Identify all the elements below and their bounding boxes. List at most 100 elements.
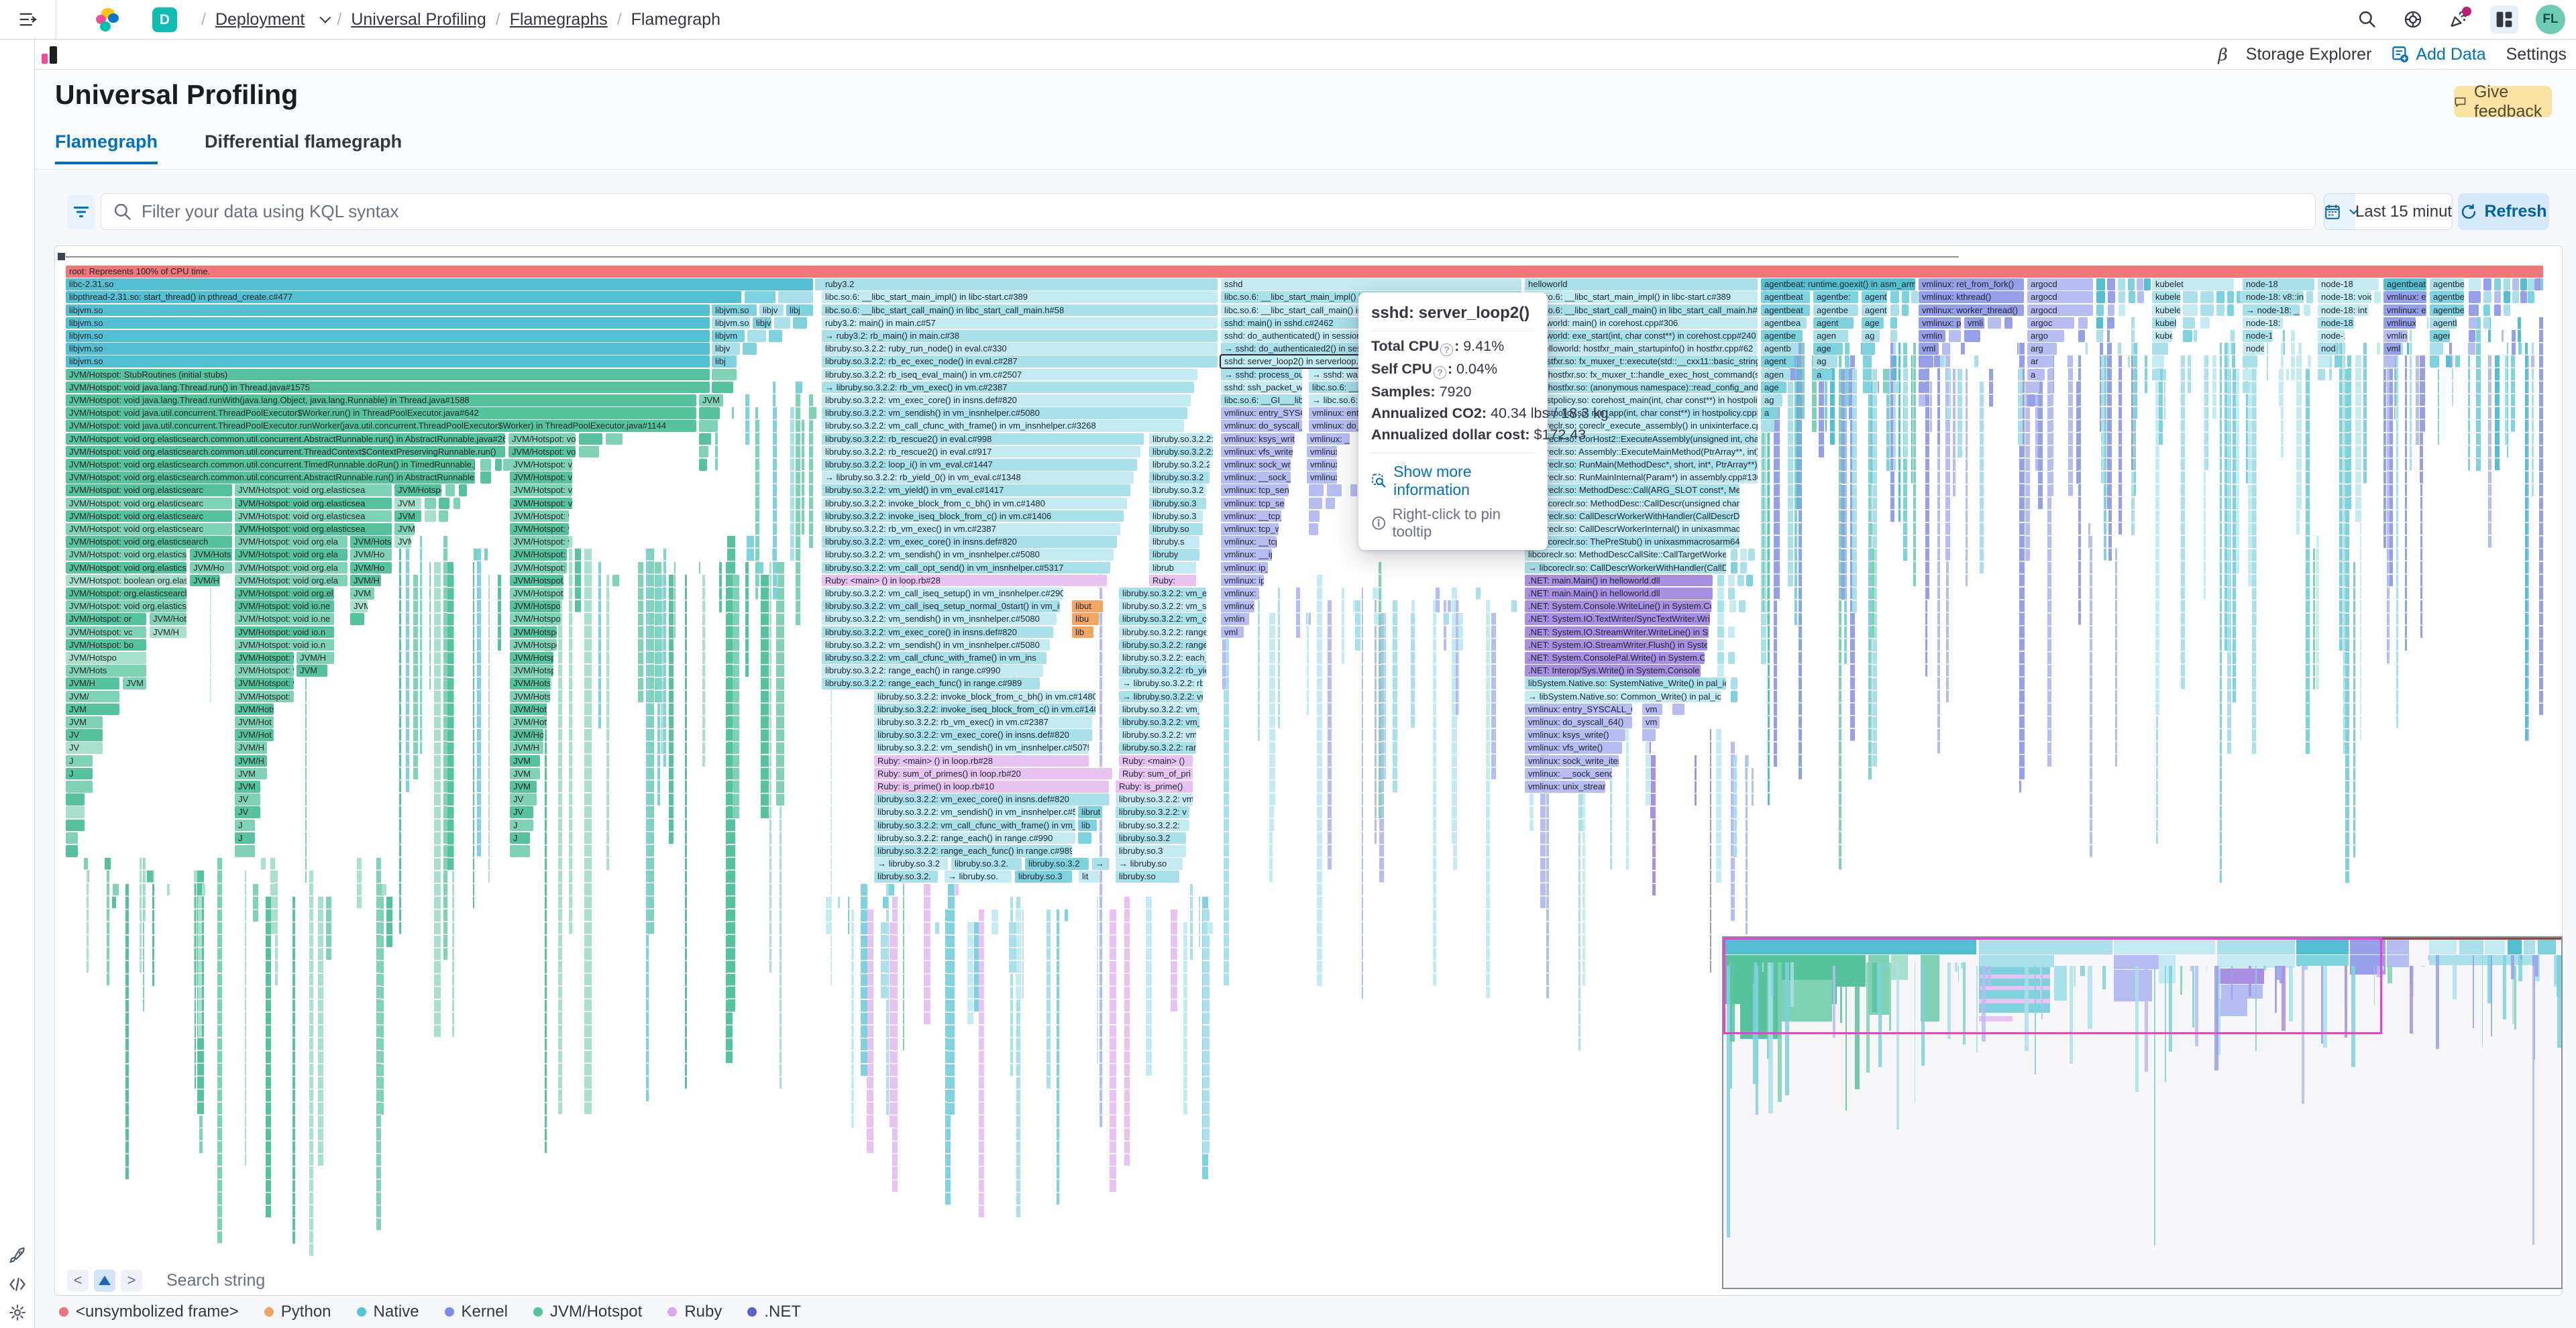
flame-block[interactable]: libc.so.6: __GI___libc_writ: [1221, 394, 1302, 406]
flame-block[interactable]: vmlin: [1221, 613, 1249, 625]
flame-block[interactable]: libjvm.so: [66, 317, 710, 329]
flame-block[interactable]: JVM/Hotspot: jav: [510, 652, 553, 664]
flame-block[interactable]: vmlinux: __sock_send: [1221, 472, 1291, 484]
flame-block[interactable]: JVM/Hotspot: void org.elasticsea: [235, 510, 392, 522]
time-range-value[interactable]: Last 15 minutes: [2355, 202, 2453, 221]
flame-block[interactable]: JVM/Hotspot: void: [510, 497, 572, 510]
gear-icon[interactable]: [7, 1302, 28, 1323]
flame-block[interactable]: [1988, 317, 2001, 329]
nav-collapse-button[interactable]: [0, 0, 56, 39]
flame-block[interactable]: vmlinux: __sock_sendms: [1525, 767, 1612, 780]
flame-block[interactable]: JVM/H: [350, 574, 381, 587]
flame-block[interactable]: JVM/Hot: [150, 613, 186, 625]
flame-block[interactable]: JVM: [510, 781, 537, 793]
flame-block[interactable]: JV: [235, 806, 260, 818]
flame-search-input[interactable]: [166, 1270, 502, 1290]
flame-block[interactable]: JVM/Hotspot:: [235, 690, 294, 703]
flame-block[interactable]: node-18: void node: [2318, 291, 2371, 303]
flame-block[interactable]: [2183, 291, 2198, 303]
flame-block[interactable]: libruby.so.3.2.2: ruby_run_node() in eva…: [822, 343, 1218, 355]
flame-block[interactable]: libjvm.so: [66, 304, 710, 317]
flame-block[interactable]: J: [510, 832, 530, 844]
flame-block[interactable]: JVM/Hotspot: void org.ela: [235, 536, 347, 548]
flame-block[interactable]: JVM/Hotspot: void: [508, 445, 576, 458]
flame-block[interactable]: [1672, 703, 1684, 716]
flame-block[interactable]: [2528, 278, 2534, 290]
flame-block[interactable]: [1919, 355, 1933, 368]
flame-block[interactable]: JVM/Hotspot: void org.elastics: [66, 561, 186, 574]
flame-block[interactable]: JVM/H: [190, 574, 220, 587]
flame-block[interactable]: [1717, 639, 1724, 651]
code-icon[interactable]: [7, 1274, 28, 1295]
flame-block[interactable]: libruby.so.3.2.2: vm_call_cfunc_with_fra…: [874, 819, 1075, 832]
flame-block[interactable]: [2152, 343, 2168, 355]
flame-block[interactable]: vmlinux: ip_outp: [1221, 561, 1268, 574]
flame-block[interactable]: vmlinux: el: [2383, 317, 2416, 329]
flame-block[interactable]: libruby.so.3.2.2: vm_ca: [1119, 613, 1206, 625]
flame-block[interactable]: JVM: [510, 755, 540, 767]
flame-block[interactable]: age: [1862, 317, 1884, 329]
flame-block[interactable]: JVM/Hotspot: void su: [510, 639, 557, 651]
flame-block[interactable]: [1942, 343, 1950, 355]
flame-block[interactable]: JVM/Hotspot: void org.elasticsearc: [66, 484, 232, 496]
apps-menu-button[interactable]: [2490, 5, 2518, 34]
search-direction-button[interactable]: [94, 1269, 115, 1292]
flame-block[interactable]: vmlinux: vfs_write(): [1525, 742, 1622, 754]
flame-block[interactable]: libruby.so.3.2.2: loop_i() in vm_eval.c#…: [822, 459, 1137, 471]
flame-block[interactable]: JVM/Hotspot: void: [510, 510, 569, 522]
flame-block[interactable]: JVM/Hotspot: void org.elasticsea: [235, 497, 392, 510]
flame-block[interactable]: [1919, 394, 1925, 406]
flame-block[interactable]: libruby.so.3.2.2: range_: [1119, 639, 1206, 651]
flamegraph-canvas[interactable]: root: Represents 100% of CPU time. libc-2…: [66, 266, 2543, 1272]
flame-block[interactable]: [2200, 291, 2214, 303]
flame-block[interactable]: libut: [1072, 600, 1103, 612]
flame-block[interactable]: [439, 510, 448, 522]
flame-block[interactable]: [1717, 588, 1724, 600]
flame-block[interactable]: kubel: [2152, 317, 2176, 329]
flame-block[interactable]: Ruby: is_prime() in loop.rb#10: [874, 781, 1109, 793]
flame-block[interactable]: libcoreclr.so: MethodDescCallSite::CallT…: [1525, 549, 1726, 561]
flame-block[interactable]: [1717, 613, 1724, 625]
flame-block[interactable]: J: [66, 767, 93, 780]
flame-block[interactable]: [2306, 291, 2313, 303]
flame-block[interactable]: [453, 497, 460, 510]
flame-block[interactable]: [1728, 588, 1735, 600]
flame-block[interactable]: libruby.so.3.2.2: vm_exec_core() in insn…: [822, 536, 1117, 548]
flame-block[interactable]: JVM/Hotspot: bo: [66, 639, 146, 651]
flame-block[interactable]: libruby.so.3.2.2: rb_rescue2() in eval.c…: [822, 445, 1140, 458]
flame-block[interactable]: [510, 845, 530, 857]
flame-block[interactable]: [1729, 600, 1736, 612]
flame-block[interactable]: J: [510, 819, 533, 832]
flame-block[interactable]: libruby.so.3.2.2: vm_se: [1119, 600, 1206, 612]
flame-block[interactable]: vmlinux: el0_s: [2383, 291, 2426, 303]
flame-block[interactable]: [2118, 291, 2125, 303]
flame-block[interactable]: libcoreclr.so: CallDescrWorkerInternal()…: [1525, 523, 1739, 535]
flame-block[interactable]: [2512, 278, 2519, 290]
flame-block[interactable]: ag: [1813, 355, 1837, 368]
flame-block[interactable]: libruby.so.3.2.2: vm_call_cfunc_with_fra…: [822, 420, 1184, 432]
flame-block[interactable]: JVM/Hotspot: void: [510, 459, 572, 471]
flame-block[interactable]: JVM/Hotspot: [510, 690, 550, 703]
flame-block[interactable]: [1728, 574, 1735, 587]
flame-block[interactable]: libruby.so.3.2.2: rb_vm_exec() in vm.c#2…: [874, 716, 1092, 728]
flame-block[interactable]: agentbea: [2430, 291, 2464, 303]
flame-block[interactable]: agentbeat: r: [2430, 278, 2464, 290]
flame-block[interactable]: JVM/Ho: [190, 561, 232, 574]
flame-block[interactable]: JVM/Hot: [510, 716, 547, 728]
flame-block[interactable]: libruby.so.3.2.2: vm_call_iseq_setup_nor…: [822, 600, 1060, 612]
flame-block[interactable]: kube: [2152, 330, 2172, 342]
flame-block[interactable]: JVM/Hotspot: void su: [510, 626, 557, 639]
flame-block[interactable]: [1309, 523, 1318, 535]
flame-block[interactable]: [793, 317, 807, 329]
flame-block[interactable]: vmlinux: do_: [1307, 445, 1337, 458]
flame-block[interactable]: JVM/Hotspot: void org.elastics: [66, 600, 186, 612]
flame-block[interactable]: libjvm.so: [66, 330, 710, 342]
flame-block[interactable]: ag: [1761, 394, 1782, 406]
flame-block[interactable]: [2483, 317, 2490, 329]
flame-block[interactable]: vmlinux: ip_fin: [1221, 574, 1264, 587]
flame-block[interactable]: age: [1761, 381, 1786, 394]
flame-block[interactable]: libruby.so.3: [1015, 871, 1072, 883]
flame-block[interactable]: [699, 433, 711, 445]
flame-block[interactable]: agent: [1761, 355, 1794, 368]
flame-block[interactable]: libhostfxr.so: fx_muxer_t::execute(std::…: [1525, 355, 1758, 368]
